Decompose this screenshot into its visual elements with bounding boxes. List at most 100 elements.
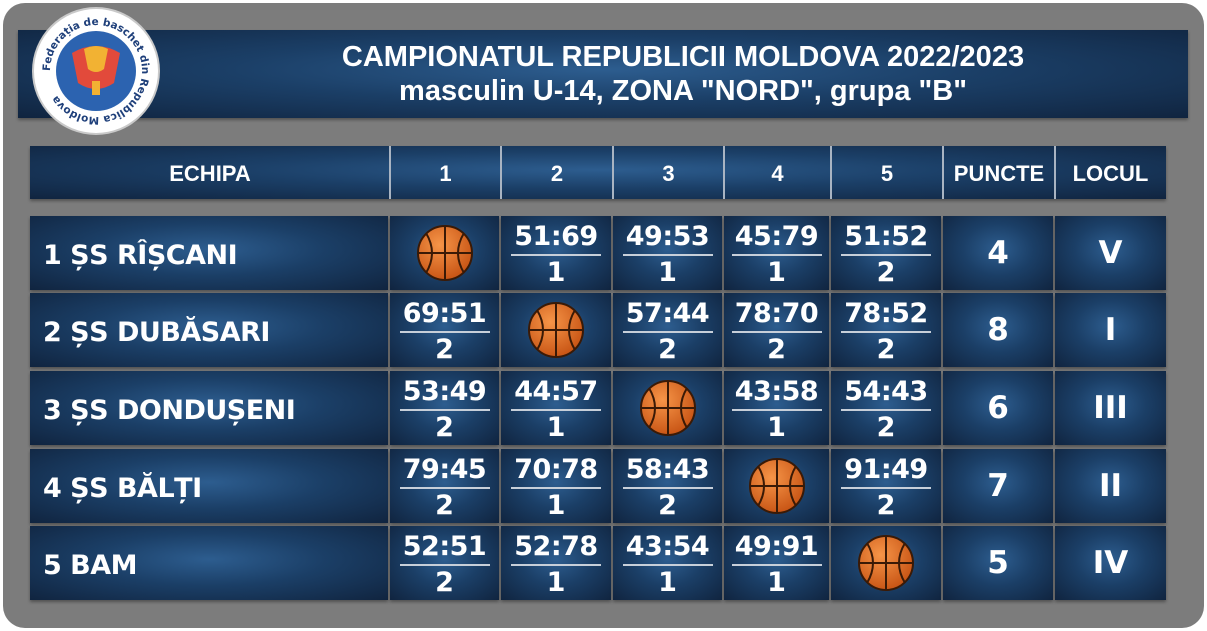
fraction-line [841, 409, 931, 411]
fraction-line [511, 254, 601, 256]
fraction-line [622, 487, 713, 489]
match-points: 2 [876, 334, 896, 365]
result-cell: 70:78 1 [501, 449, 611, 523]
team-name: 5 BAM [30, 526, 388, 600]
result-cell: 79:45 2 [390, 449, 499, 523]
fraction-line [841, 254, 931, 256]
match-points: 1 [546, 567, 566, 598]
match-score: 44:57 [514, 376, 598, 407]
match-points: 2 [876, 490, 896, 521]
fraction-line [622, 331, 713, 333]
fraction-line [841, 487, 931, 489]
standings-table: 1 ȘS RÎȘCANI 51:69 1 49:53 1 45:79 1 51:52 2 4 V 2 … [30, 216, 1166, 600]
final-place: III [1055, 371, 1166, 445]
total-points: 5 [943, 526, 1053, 600]
basketball-icon [748, 457, 806, 515]
match-score: 78:70 [734, 298, 819, 329]
result-cell: 51:69 1 [501, 216, 611, 290]
result-cell: 51:52 2 [831, 216, 941, 290]
divider [942, 146, 944, 199]
diagonal-cell [390, 216, 499, 290]
match-score: 45:79 [734, 221, 819, 252]
match-points: 2 [435, 490, 454, 521]
table-row: 2 ȘS DUBĂSARI 69:51 2 57:44 2 78:70 2 78:52 2 8 I [30, 293, 1166, 367]
match-score: 51:69 [514, 221, 598, 252]
team-name: 2 ȘS DUBĂSARI [30, 293, 388, 367]
basketball-icon [527, 301, 585, 359]
diagonal-cell [501, 293, 611, 367]
fraction-line [399, 564, 490, 566]
result-cell: 52:78 1 [501, 526, 611, 600]
match-score: 53:49 [402, 376, 487, 407]
header-col-4: 4 [771, 161, 784, 186]
match-points: 1 [767, 257, 786, 288]
fraction-line [511, 487, 601, 489]
match-score: 70:78 [514, 454, 598, 485]
match-points: 1 [546, 412, 566, 443]
team-name: 4 ȘS BĂLȚI [30, 449, 388, 523]
divider [723, 146, 725, 199]
match-points: 2 [435, 412, 454, 443]
fraction-line [511, 409, 601, 411]
final-place: V [1055, 216, 1166, 290]
fraction-line [731, 564, 822, 566]
fraction-line [399, 331, 490, 333]
result-cell: 43:54 1 [613, 526, 722, 600]
fraction-line [511, 564, 601, 566]
match-points: 2 [658, 490, 677, 521]
match-points: 2 [876, 257, 896, 288]
title-line-2: masculin U-14, ZONA "NORD", grupa "B" [399, 75, 967, 107]
diagonal-cell [724, 449, 829, 523]
divider [500, 146, 502, 199]
total-points: 7 [943, 449, 1053, 523]
fraction-line [622, 564, 713, 566]
result-cell: 58:43 2 [613, 449, 722, 523]
total-points: 6 [943, 371, 1053, 445]
fraction-line [731, 331, 822, 333]
match-points: 2 [435, 567, 454, 598]
match-score: 49:91 [734, 531, 819, 562]
match-points: 1 [546, 257, 566, 288]
result-cell: 78:70 2 [724, 293, 829, 367]
header-col-3: 3 [662, 161, 675, 186]
fraction-line [399, 409, 490, 411]
match-points: 2 [767, 334, 786, 365]
match-points: 2 [876, 412, 896, 443]
match-score: 49:53 [625, 221, 710, 252]
team-name: 3 ȘS DONDUȘENI [30, 371, 388, 445]
result-cell: 54:43 2 [831, 371, 941, 445]
match-points: 2 [658, 334, 677, 365]
diagonal-cell [613, 371, 722, 445]
match-score: 58:43 [625, 454, 710, 485]
header-place: LOCUL [1072, 161, 1149, 186]
result-cell: 91:49 2 [831, 449, 941, 523]
basketball-icon [857, 534, 915, 592]
basketball-icon [639, 379, 697, 437]
match-score: 51:52 [844, 221, 928, 252]
result-cell: 43:58 1 [724, 371, 829, 445]
match-score: 52:78 [514, 531, 598, 562]
result-cell: 49:53 1 [613, 216, 722, 290]
match-score: 54:43 [844, 376, 928, 407]
match-score: 79:45 [402, 454, 487, 485]
title-bar: CAMPIONATUL REPUBLICII MOLDOVA 2022/2023… [18, 30, 1188, 118]
final-place: I [1055, 293, 1166, 367]
total-points: 4 [943, 216, 1053, 290]
result-cell: 53:49 2 [390, 371, 499, 445]
table-row: 4 ȘS BĂLȚI 79:45 2 70:78 1 58:43 2 91:49 2 7 II [30, 449, 1166, 523]
table-header: ECHIPA 1 2 3 4 5 PUNCTE LOCUL [30, 146, 1166, 199]
result-cell: 52:51 2 [390, 526, 499, 600]
result-cell: 49:91 1 [724, 526, 829, 600]
table-row: 5 BAM 52:51 2 52:78 1 43:54 1 49:91 1 5 IV [30, 526, 1166, 600]
total-points: 8 [943, 293, 1053, 367]
divider [389, 146, 391, 199]
match-points: 2 [435, 334, 454, 365]
match-score: 78:52 [844, 298, 928, 329]
fraction-line [841, 331, 931, 333]
match-points: 1 [767, 412, 786, 443]
match-score: 52:51 [402, 531, 487, 562]
divider [830, 146, 832, 199]
header-col-2: 2 [550, 161, 564, 186]
header-col-5: 5 [880, 161, 894, 186]
divider [1054, 146, 1056, 199]
